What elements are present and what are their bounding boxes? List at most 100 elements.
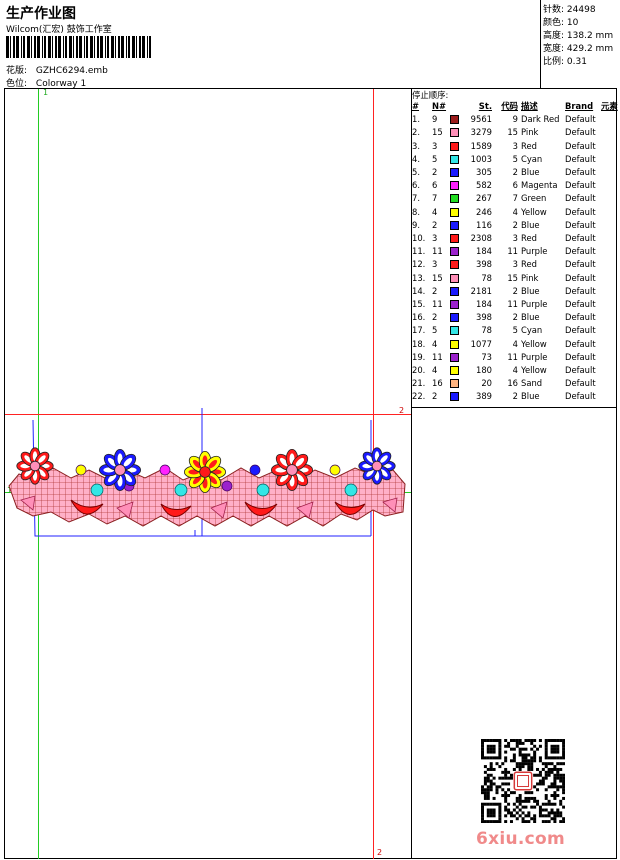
color-swatch — [450, 141, 459, 151]
row-stitches: 20 — [450, 377, 492, 390]
row-description: Pink — [521, 272, 539, 283]
row-index: 11. — [412, 246, 426, 257]
row-needle: 11 — [432, 246, 443, 257]
stats-divider — [540, 0, 541, 88]
table-row: 16. 2 398 2 Blue Default — [412, 311, 618, 324]
marker-1-top: 1 — [43, 88, 49, 97]
color-swatch — [450, 326, 459, 336]
row-brand: Default — [565, 259, 596, 270]
row-stitches: 1077 — [450, 338, 492, 351]
col-needle: N# — [432, 101, 447, 111]
table-row: 13. 15 78 15 Pink Default — [412, 272, 618, 285]
embroidery-preview — [8, 408, 406, 537]
table-row: 6. 6 582 6 Magenta Default — [412, 179, 618, 192]
row-description: Purple — [521, 351, 548, 362]
row-needle: 9 — [432, 114, 438, 125]
row-index: 8. — [412, 206, 420, 217]
row-stitches: 78 — [450, 272, 492, 285]
row-description: Purple — [521, 299, 548, 310]
page-title: 生产作业图 — [6, 6, 76, 22]
row-needle: 4 — [432, 338, 438, 349]
row-description: Yellow — [521, 338, 547, 349]
row-description: Sand — [521, 378, 543, 389]
color-swatch — [450, 286, 459, 296]
row-code: 4 — [512, 365, 518, 376]
table-row: 12. 3 398 3 Red Default — [412, 258, 618, 271]
table-row: 2. 15 3279 15 Pink Default — [412, 126, 618, 139]
row-needle: 6 — [432, 180, 438, 191]
color-swatch — [450, 300, 459, 310]
stat-stitches: 针数: 24498 — [543, 5, 596, 15]
row-index: 19. — [412, 351, 426, 362]
row-description: Red — [521, 233, 537, 244]
table-row: 7. 7 267 7 Green Default — [412, 192, 618, 205]
table-bottom-divider — [411, 407, 617, 408]
color-swatch — [450, 379, 459, 389]
row-brand: Default — [565, 219, 596, 230]
row-needle: 15 — [432, 127, 443, 138]
row-description: Dark Red — [521, 114, 560, 125]
row-index: 17. — [412, 325, 426, 336]
color-swatch — [450, 313, 459, 323]
row-stitches: 78 — [450, 324, 492, 337]
row-description: Cyan — [521, 325, 543, 336]
row-stitches: 184 — [450, 245, 492, 258]
row-needle: 4 — [432, 365, 438, 376]
guide-top-red — [5, 414, 411, 415]
watermark-text: 6xiu.com — [476, 829, 566, 849]
table-row: 11. 11 184 11 Purple Default — [412, 245, 618, 258]
stats-panel: 针数: 24498 颜色: 10 高度: 138.2 mm 宽度: 429.2 … — [543, 4, 613, 69]
col-stitches: St. — [478, 101, 492, 111]
table-row: 15. 11 184 11 Purple Default — [412, 298, 618, 311]
table-row: 10. 3 2308 3 Red Default — [412, 232, 618, 245]
row-needle: 2 — [432, 167, 438, 178]
row-needle: 11 — [432, 299, 443, 310]
color-swatch — [450, 352, 459, 362]
row-brand: Default — [565, 365, 596, 376]
row-brand: Default — [565, 140, 596, 151]
row-brand: Default — [565, 351, 596, 362]
col-code: 代码 — [501, 101, 518, 111]
row-code: 15 — [507, 127, 518, 138]
row-brand: Default — [565, 114, 596, 125]
row-description: Red — [521, 259, 537, 270]
row-description: Blue — [521, 285, 540, 296]
row-stitches: 180 — [450, 364, 492, 377]
table-row: 19. 11 73 11 Purple Default — [412, 351, 618, 364]
row-code: 6 — [512, 180, 518, 191]
row-code: 5 — [512, 325, 518, 336]
qr-center-seal — [513, 771, 533, 791]
table-row: 21. 16 20 16 Sand Default — [412, 377, 618, 390]
row-description: Blue — [521, 167, 540, 178]
row-needle: 2 — [432, 219, 438, 230]
row-stitches: 2181 — [450, 285, 492, 298]
row-stitches: 3279 — [450, 126, 492, 139]
row-description: Purple — [521, 246, 548, 257]
row-index: 4. — [412, 153, 420, 164]
stat-colors: 颜色: 10 — [543, 18, 579, 28]
row-stitches: 1003 — [450, 153, 492, 166]
stat-width: 宽度: 429.2 mm — [543, 44, 614, 54]
color-swatch — [450, 260, 459, 270]
colorway-row: 色位: Colorway 1 — [6, 76, 86, 89]
color-swatch — [450, 247, 459, 257]
stop-sequence-table: # N# St. 代码 描述 Brand 元素 1. 9 9561 9 Dark Red… — [412, 100, 618, 404]
row-code: 3 — [512, 233, 518, 244]
row-needle: 11 — [432, 351, 443, 362]
row-description: Blue — [521, 312, 540, 323]
col-index: # — [412, 101, 420, 111]
stat-scale: 比例: 0.31 — [543, 57, 587, 67]
table-row: 22. 2 389 2 Blue Default — [412, 390, 618, 403]
row-stitches: 9561 — [450, 113, 492, 126]
row-stitches: 398 — [450, 258, 492, 271]
row-index: 10. — [412, 233, 426, 244]
row-index: 1. — [412, 114, 420, 125]
row-code: 11 — [507, 351, 518, 362]
row-code: 2 — [512, 391, 518, 402]
qr-code — [481, 739, 565, 823]
row-description: Blue — [521, 391, 540, 402]
row-brand: Default — [565, 325, 596, 336]
row-index: 18. — [412, 338, 426, 349]
row-stitches: 1589 — [450, 140, 492, 153]
row-brand: Default — [565, 272, 596, 283]
